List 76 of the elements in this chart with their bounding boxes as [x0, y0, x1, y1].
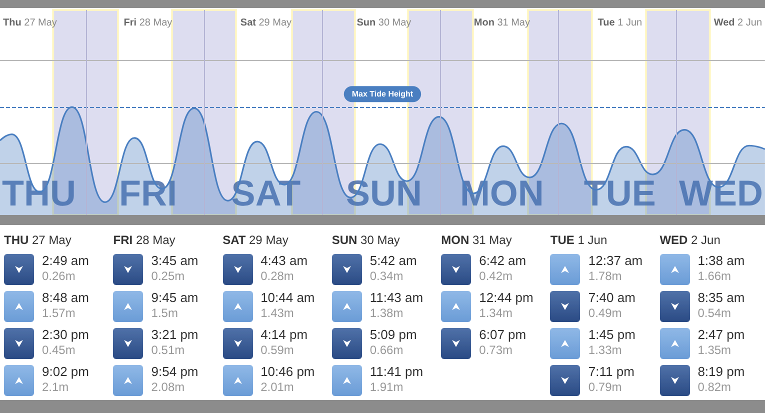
text: 2.08m — [151, 380, 185, 394]
annotation: SUN — [346, 172, 422, 214]
text: 12:37 am — [588, 253, 643, 268]
text: 1.78m — [588, 269, 622, 283]
text: 9:45 am — [151, 290, 198, 305]
x-tick-label: Mon 31 May — [474, 18, 530, 28]
category-label: SAT 29 May — [222, 233, 290, 249]
text: 0.79m — [588, 380, 622, 394]
text: 2.01m — [260, 380, 294, 394]
text: 8:19 pm — [698, 364, 745, 379]
text: 0.25m — [151, 269, 185, 283]
annotation: WED — [679, 172, 763, 214]
category-label: MON 31 May — [441, 233, 513, 249]
text: 11:43 am — [370, 290, 424, 305]
text: 10:44 am — [260, 290, 315, 305]
category-label: WED 2 Jun — [660, 233, 722, 249]
text: 1.66m — [698, 269, 732, 283]
text: 7:40 am — [588, 290, 636, 305]
text: 0.82m — [698, 380, 732, 394]
text: 3:21 pm — [151, 327, 198, 342]
x-tick-label: Sat 29 May — [240, 18, 292, 28]
text: 0.54m — [698, 306, 732, 320]
text: 3:45 am — [151, 253, 198, 268]
text: 0.45m — [42, 343, 76, 357]
text: 1:45 pm — [588, 327, 636, 342]
annotation: THU — [2, 172, 76, 214]
text: 5:09 pm — [370, 327, 417, 342]
text: 9:02 pm — [42, 364, 89, 379]
text: 1.38m — [370, 306, 404, 320]
text: 1.34m — [479, 306, 512, 320]
ref-line-label: Max Tide Height — [352, 90, 414, 99]
text: 0.42m — [479, 269, 512, 283]
text: 0.26m — [42, 269, 76, 283]
text: 0.51m — [151, 343, 185, 357]
text: 1.5m — [151, 306, 178, 320]
text: 7:11 pm — [588, 364, 634, 379]
text: 6:07 pm — [479, 327, 526, 342]
x-tick-label: Thu 27 May — [3, 18, 57, 28]
text: 0.49m — [588, 306, 622, 320]
category-label: TUE 1 Jun — [550, 233, 608, 249]
text: 6:42 am — [479, 253, 526, 268]
text: 9:54 pm — [151, 364, 198, 379]
annotation: FRI — [118, 172, 177, 214]
text: 0.59m — [260, 343, 294, 357]
text: 2:30 pm — [42, 327, 89, 342]
category-label: SUN 30 May — [332, 233, 401, 249]
text: 2.1m — [42, 380, 69, 394]
text: 0.66m — [370, 343, 404, 357]
text: 2:49 am — [42, 253, 89, 268]
annotation: TUE — [584, 172, 656, 214]
text: 5:42 am — [370, 253, 417, 268]
text: 1:38 am — [698, 253, 745, 268]
text: 10:46 pm — [260, 364, 315, 379]
text: 1.57m — [42, 306, 76, 320]
category-label: FRI 28 May — [113, 233, 176, 249]
text: 1.43m — [260, 306, 294, 320]
x-tick-label: Fri 28 May — [124, 18, 172, 28]
text: 12:44 pm — [479, 290, 534, 305]
text: 1.91m — [370, 380, 404, 394]
text: 0.34m — [370, 269, 404, 283]
x-tick-label: Sun 30 May — [356, 18, 412, 28]
x-tick-label: Wed 2 Jun — [714, 18, 762, 28]
x-tick-label: Tue 1 Jun — [598, 18, 642, 28]
text: 8:35 am — [698, 290, 745, 305]
text: 8:48 am — [42, 290, 89, 305]
text: 1.35m — [698, 343, 732, 357]
text: 1.33m — [588, 343, 622, 357]
text: 4:14 pm — [260, 327, 308, 342]
text: 4:43 am — [260, 253, 308, 268]
annotation: SAT — [231, 172, 301, 214]
text: 0.73m — [479, 343, 512, 357]
annotation: MON — [460, 172, 544, 214]
text: 0.28m — [260, 269, 294, 283]
category-label: THU 27 May — [4, 233, 72, 249]
text: 11:41 pm — [370, 364, 424, 379]
text: 2:47 pm — [698, 327, 745, 342]
